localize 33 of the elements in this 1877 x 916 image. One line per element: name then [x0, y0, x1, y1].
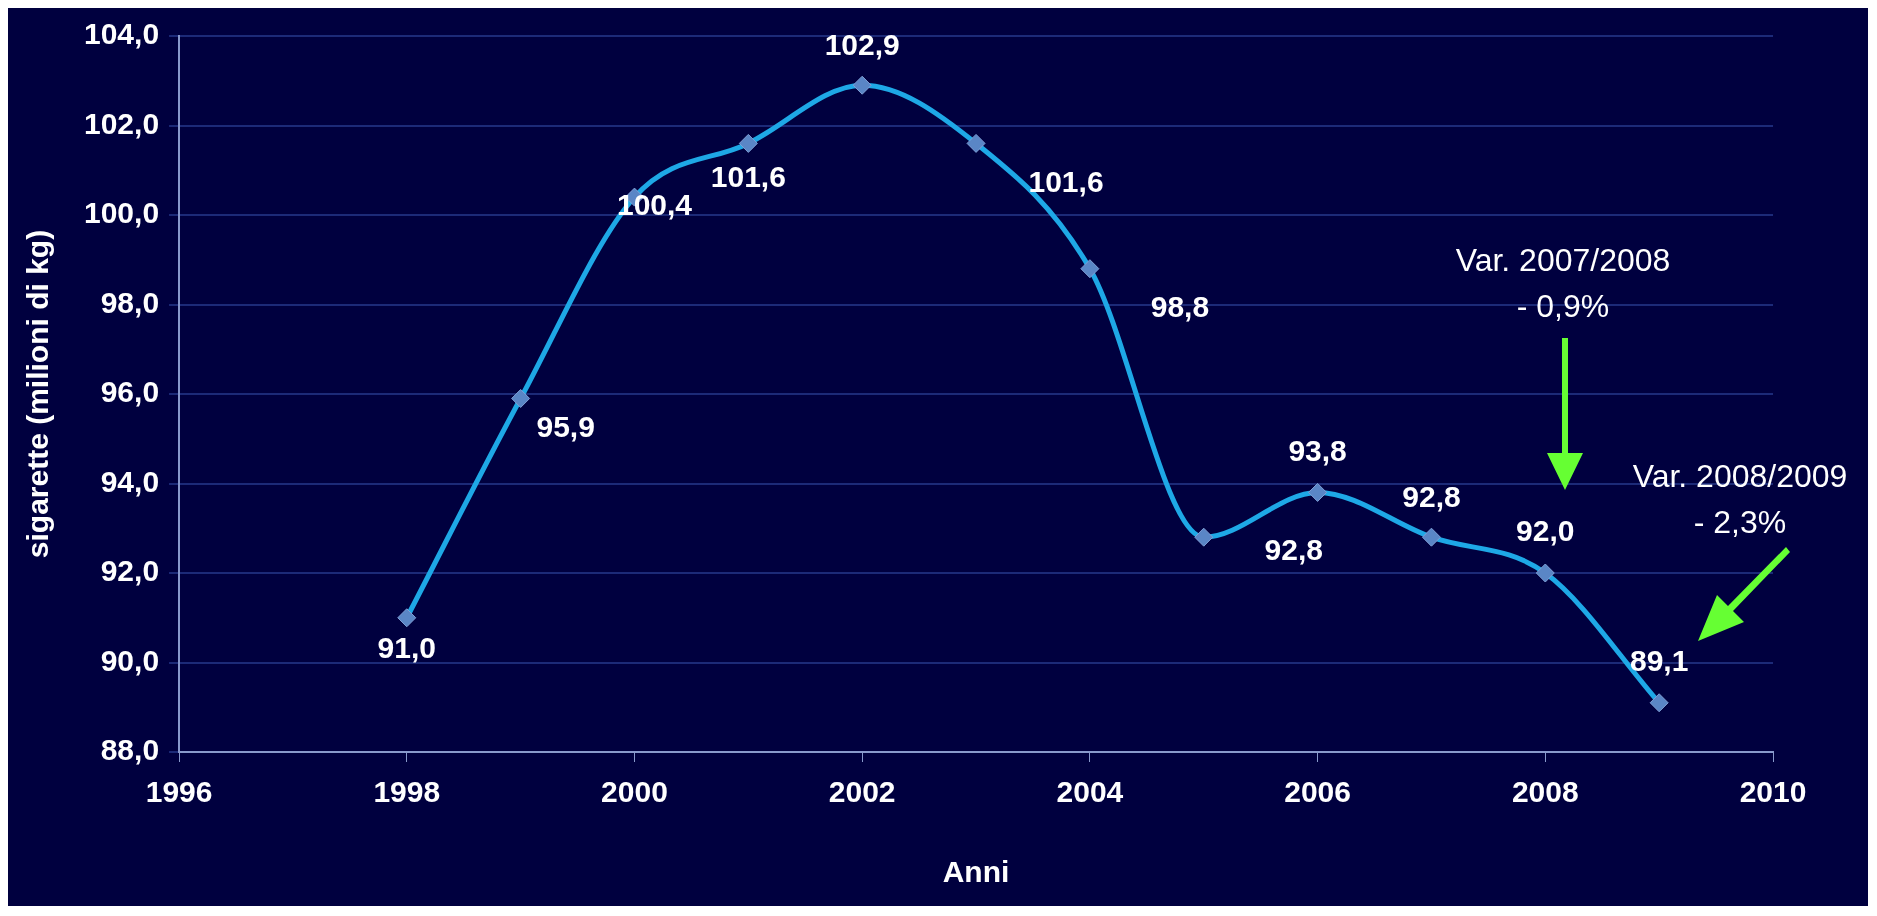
data-label: 100,4: [616, 188, 693, 222]
x-axis-title: Anni: [942, 855, 1010, 889]
data-label: 101,6: [1028, 164, 1104, 198]
data-label: 91,0: [377, 631, 436, 665]
x-tick-label: 2002: [828, 775, 896, 809]
x-tick-label: 2006: [1284, 775, 1351, 809]
x-tick-label: 2000: [601, 775, 668, 809]
y-tick-label: 98,0: [100, 285, 160, 319]
data-label: 92,8: [1402, 480, 1461, 514]
x-tick-label: 1998: [373, 775, 441, 809]
data-label: 89,1: [1629, 644, 1689, 678]
y-tick-label: 88,0: [100, 733, 160, 767]
data-label: 101,6: [710, 159, 786, 193]
data-label: 98,8: [1150, 289, 1210, 323]
data-label: 95,9: [536, 409, 595, 443]
data-label: 93,8: [1288, 433, 1347, 467]
y-tick-label: 94,0: [100, 464, 160, 498]
x-tick-label: 2010: [1739, 775, 1807, 809]
data-label: 102,9: [824, 28, 900, 62]
annotation: Var. 2007/2008 - 0,9%: [1455, 241, 1671, 324]
data-label: 92,0: [1516, 514, 1575, 548]
x-tick-label: 2008: [1511, 775, 1579, 809]
x-tick-label: 2004: [1056, 775, 1124, 809]
y-tick-label: 92,0: [100, 554, 160, 588]
y-tick-label: 96,0: [100, 375, 160, 409]
y-tick-label: 102,0: [84, 106, 160, 140]
y-axis-title: sigarette (milioni di kg): [21, 229, 55, 559]
y-tick-label: 90,0: [100, 643, 160, 677]
y-tick-label: 100,0: [84, 196, 160, 230]
x-tick-label: 1996: [145, 775, 213, 809]
data-label: 92,8: [1264, 533, 1323, 567]
y-tick-label: 104,0: [84, 17, 160, 51]
annotation: Var. 2008/2009 - 2,3%: [1632, 457, 1848, 540]
